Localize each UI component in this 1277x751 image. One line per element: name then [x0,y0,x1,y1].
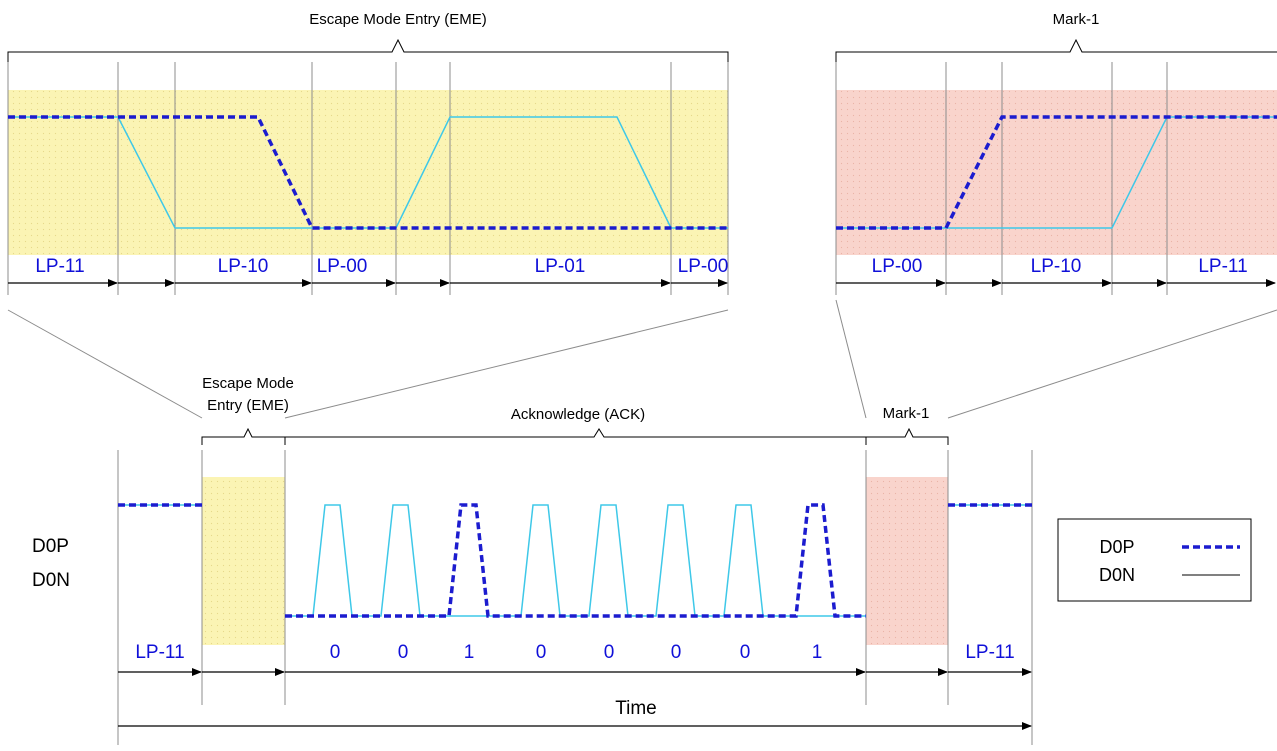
main-eme-brace [201,427,286,445]
eme-state-4: LP-00 [678,256,729,277]
mark1-state-2: LP-11 [1198,256,1247,277]
time-axis-label: Time [615,698,657,719]
eme-d0n-waveform [8,116,728,229]
main-mark1-brace [865,427,949,445]
mark1-zoom-brace [835,38,1277,62]
eme-state-1: LP-10 [218,256,269,277]
ack-bit-5: 0 [671,642,682,663]
ack-bit-4: 0 [604,642,615,663]
eme-state-2: LP-00 [317,256,368,277]
legend-label-d0n: D0N [1099,565,1135,585]
main-escape-shading [202,477,285,645]
signal-label-d0n: D0N [32,570,70,591]
eme-zoom-title: Escape Mode Entry (EME) [309,11,487,28]
ack-bit-2: 1 [464,642,475,663]
escape-shading [8,90,728,255]
eme-state-3: LP-01 [535,256,586,277]
eme-state-0: LP-11 [35,256,84,277]
zoom-connectors [7,299,1277,419]
main-mark1-label: Mark-1 [883,405,930,422]
zoom-panel-eme: Escape Mode Entry (EME) LP-11 LP-10 LP-0… [7,11,729,295]
ack-d0p-waveform [285,503,866,618]
ack-bit-7: 1 [812,642,823,663]
main-state-start: LP-11 [135,642,184,663]
mark1-shading [836,90,1277,255]
main-dividers [117,450,1033,745]
main-state-end: LP-11 [965,642,1014,663]
legend-label-d0p: D0P [1099,537,1134,557]
mark1-zoom-title: Mark-1 [1053,11,1100,28]
zoom-panel-mark1: Mark-1 LP-00 LP-10 LP-11 [835,11,1277,295]
ack-bit-3: 0 [536,642,547,663]
main-timing: Escape Mode Entry (EME) Acknowledge (ACK… [32,375,1033,745]
signal-label-d0p: D0P [32,536,69,557]
main-eme-label-line2: Entry (EME) [207,397,289,414]
ack-bit-0: 0 [330,642,341,663]
main-ack-brace [284,428,867,445]
mark1-zoom-dividers [835,62,1168,295]
eme-zoom-brace [7,38,729,62]
ack-d0n-waveform [285,504,866,617]
mark1-state-1: LP-10 [1031,256,1082,277]
main-mark1-shading [866,477,948,645]
legend-box [1057,518,1252,602]
mark1-state-0: LP-00 [872,256,923,277]
ack-bit-1: 0 [398,642,409,663]
eme-d0p-waveform [8,115,728,230]
main-ack-label: Acknowledge (ACK) [511,406,645,423]
mark1-d0p-waveform [836,115,1277,230]
legend: D0P D0N [1057,518,1252,602]
main-eme-label-line1: Escape Mode [202,375,294,392]
ack-bit-6: 0 [740,642,751,663]
eme-zoom-dividers [7,62,729,295]
